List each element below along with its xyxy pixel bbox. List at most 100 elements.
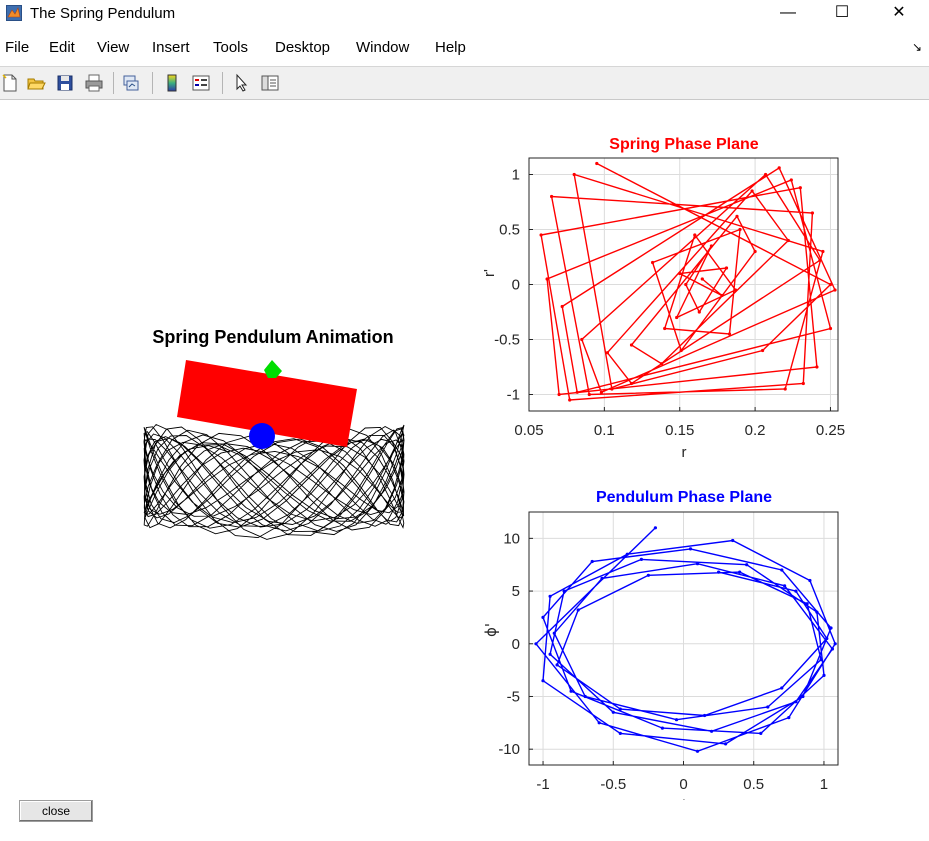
data-point [761, 348, 765, 353]
x-tick-label: -1 [536, 776, 549, 793]
spring-plot-title: Spring Phase Plane [609, 136, 758, 153]
data-point [580, 337, 584, 342]
data-point [539, 233, 543, 237]
data-point [733, 288, 738, 292]
x-tick-label: -0.5 [600, 776, 626, 793]
data-point [810, 211, 815, 215]
pointer-icon[interactable] [232, 73, 252, 93]
data-point [611, 710, 615, 714]
data-point [629, 381, 634, 386]
data-point [557, 392, 561, 397]
new-file-icon[interactable] [0, 73, 20, 93]
print-icon[interactable] [84, 73, 104, 93]
link-plot-icon[interactable] [121, 73, 141, 93]
data-point [805, 602, 809, 606]
data-point [753, 249, 757, 254]
x-tick-label: 0.05 [514, 422, 543, 439]
animation-axes: Spring Pendulum Animation [143, 327, 405, 540]
pendulum-plot-title: Pendulum Phase Plane [596, 489, 772, 506]
dock-figure-icon[interactable]: ↘ [912, 40, 923, 54]
data-point [783, 584, 787, 588]
menu-desktop[interactable]: Desktop [275, 39, 331, 56]
y-tick-label: -0.5 [494, 332, 520, 349]
data-point [828, 326, 833, 331]
toolbar-separator [222, 72, 223, 94]
spring-trajectory [539, 161, 837, 402]
toolbar-separator [152, 72, 153, 94]
data-point [780, 568, 784, 572]
data-point [735, 214, 739, 218]
data-point [568, 398, 572, 402]
data-point [639, 557, 644, 562]
data-point [587, 392, 591, 397]
x-tick-label: 0.1 [594, 422, 615, 439]
data-point [629, 343, 634, 347]
data-point [595, 161, 599, 166]
menu-edit[interactable]: Edit [49, 39, 75, 56]
minimize-button[interactable]: — [780, 4, 796, 21]
data-point [660, 726, 665, 730]
menu-file[interactable]: File [5, 39, 30, 56]
y-tick-label: 0 [512, 636, 520, 653]
data-point [727, 332, 732, 336]
menu-view[interactable]: View [97, 39, 130, 56]
data-point [663, 326, 667, 331]
close-window-button[interactable]: ✕ [892, 4, 906, 21]
maximize-button[interactable]: ☐ [834, 4, 850, 21]
y-tick-label: 0.5 [499, 222, 520, 239]
data-point [830, 647, 835, 651]
pivot-marker [264, 360, 282, 378]
spring-block [177, 360, 357, 447]
data-point [599, 390, 604, 394]
data-point [569, 689, 573, 693]
close-button[interactable]: close [19, 800, 93, 822]
data-point [678, 271, 682, 276]
data-point [825, 636, 829, 641]
pendulum-ticks: -1 -0.5 0 0.5 1 10 5 0 -5 -10 [498, 530, 828, 793]
data-point [610, 387, 614, 391]
data-point [693, 233, 697, 237]
pendulum-phase-axes: -1 -0.5 0 0.5 1 10 5 0 -5 -10 Pendulum Phase Plan… [482, 489, 839, 800]
data-point [625, 552, 629, 556]
data-point [572, 172, 576, 177]
trajectory-line [540, 162, 836, 401]
data-point [710, 729, 714, 733]
menu-help[interactable]: Help [435, 39, 466, 56]
title-bar: The Spring Pendulum — ☐ ✕ [0, 0, 929, 28]
data-point [703, 713, 707, 718]
spring-xlabel: r [682, 444, 687, 461]
data-point [548, 594, 552, 598]
data-point [583, 694, 587, 699]
data-point [653, 526, 658, 530]
data-point [552, 631, 556, 635]
data-point [646, 573, 651, 577]
x-tick-label: 0.25 [816, 422, 845, 439]
menu-insert[interactable]: Insert [152, 39, 190, 56]
menu-window[interactable]: Window [356, 39, 410, 56]
spring-phase-axes: 0.05 0.1 0.15 0.2 0.25 1 0.5 0 -0.5 -1 Spring Pha… [481, 136, 845, 461]
menu-tools[interactable]: Tools [213, 39, 249, 56]
data-point [818, 258, 822, 262]
figure-toolbar [0, 66, 929, 100]
save-icon[interactable] [55, 73, 75, 93]
data-point [745, 563, 749, 567]
data-point [534, 642, 538, 646]
data-point [555, 663, 559, 667]
data-point [597, 721, 601, 725]
data-point [724, 742, 728, 746]
open-folder-icon[interactable] [26, 73, 46, 93]
data-point [548, 652, 552, 656]
colorbar-icon[interactable] [162, 73, 182, 93]
data-point [651, 260, 655, 265]
data-point [759, 731, 763, 736]
data-point [787, 716, 791, 720]
x-tick-label: 1 [820, 776, 828, 793]
x-tick-label: 0.15 [665, 422, 694, 439]
data-point [724, 266, 729, 270]
y-tick-label: 1 [512, 167, 520, 184]
legend-icon[interactable] [191, 73, 211, 93]
data-point [808, 578, 812, 583]
pendulum-grid [529, 512, 838, 765]
x-tick-label: 0 [679, 776, 687, 793]
property-editor-icon[interactable] [260, 73, 280, 93]
